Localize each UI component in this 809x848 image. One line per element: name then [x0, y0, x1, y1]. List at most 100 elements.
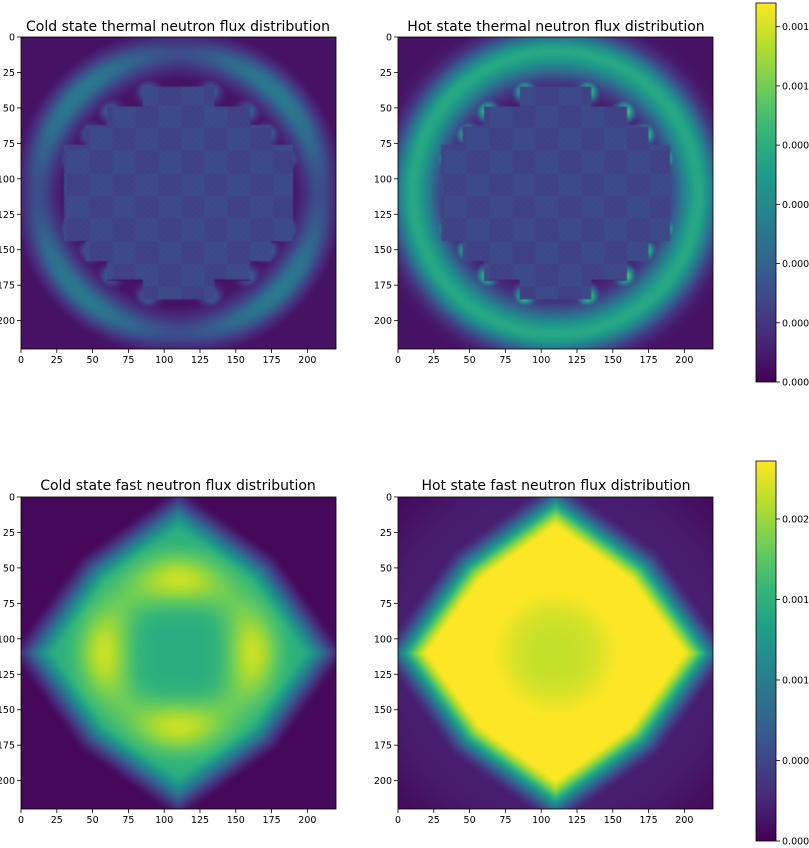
x-tick-label: 150 — [604, 815, 622, 826]
y-tick-label: 25 — [3, 528, 15, 539]
hot-thermal-panel: Hot state thermal neutron flux distribut… — [374, 19, 714, 367]
x-tick-label: 125 — [191, 815, 209, 826]
colorbar-tick-label: 0.0005 — [782, 756, 809, 767]
x-tick-label: 25 — [51, 815, 63, 826]
x-tick-label: 125 — [191, 355, 209, 366]
y-tick-label: 0 — [386, 33, 392, 44]
y-tick-label: 25 — [380, 68, 392, 79]
x-tick-label: 50 — [464, 355, 476, 366]
colorbar-tick-label: 0.0020 — [782, 514, 809, 525]
cold-fast-ticks: 0 25 50 75 100 125 150 175 200 0 25 50 75 100 125 150 17… — [0, 493, 316, 827]
x-tick-label: 175 — [639, 355, 657, 366]
x-tick-label: 200 — [298, 355, 316, 366]
y-tick-label: 100 — [374, 634, 392, 645]
y-tick-label: 150 — [0, 245, 15, 256]
cold-fast-axes-frame — [20, 496, 337, 810]
y-tick-label: 125 — [374, 210, 392, 221]
hot-fast-ticks: 0 25 50 75 100 125 150 175 200 0 25 50 75 100 125 150 17… — [374, 493, 694, 827]
y-tick-label: 100 — [374, 174, 392, 185]
x-tick-label: 200 — [675, 815, 693, 826]
y-tick-label: 50 — [3, 563, 15, 574]
x-tick-label: 75 — [122, 355, 134, 366]
x-tick-label: 175 — [262, 355, 280, 366]
cold-fast-panel: Cold state fast neutron flux distributio… — [0, 478, 337, 827]
y-tick-label: 175 — [374, 741, 392, 752]
x-tick-label: 150 — [227, 815, 245, 826]
colorbar-tick-label: 0.0004 — [782, 259, 809, 270]
y-tick-label: 50 — [380, 563, 392, 574]
x-tick-label: 100 — [532, 355, 550, 366]
cold-thermal-ticks: 0 25 50 75 100 125 150 175 200 0 25 50 75 100 125 150 17… — [0, 33, 316, 367]
y-tick-label: 125 — [0, 670, 15, 681]
y-tick-label: 200 — [374, 316, 392, 327]
y-tick-label: 75 — [3, 139, 15, 150]
hot-fast-title: Hot state fast neutron flux distribution — [421, 478, 690, 494]
y-tick-label: 200 — [374, 776, 392, 787]
cold-fast-title: Cold state fast neutron flux distributio… — [40, 478, 316, 494]
colorbar-tick-label: 0.0006 — [782, 200, 809, 211]
hot-thermal-heatmap — [398, 37, 713, 349]
x-tick-label: 75 — [499, 355, 511, 366]
x-tick-label: 100 — [532, 815, 550, 826]
x-tick-label: 125 — [568, 355, 586, 366]
hot-fast-heatmap — [398, 497, 713, 809]
fast-colorbar-frame — [755, 460, 777, 842]
x-tick-label: 50 — [464, 815, 476, 826]
y-tick-label: 150 — [374, 245, 392, 256]
y-tick-label: 25 — [3, 68, 15, 79]
y-tick-label: 100 — [0, 634, 15, 645]
x-tick-label: 200 — [675, 355, 693, 366]
x-tick-label: 0 — [395, 815, 401, 826]
y-tick-label: 0 — [9, 33, 15, 44]
y-tick-label: 125 — [0, 210, 15, 221]
y-tick-label: 200 — [0, 776, 15, 787]
y-tick-label: 175 — [374, 281, 392, 292]
fast-colorbar-fill — [756, 461, 776, 841]
y-tick-label: 175 — [0, 281, 15, 292]
hot-fast-axes-frame — [397, 496, 714, 810]
x-tick-label: 0 — [395, 355, 401, 366]
cold-thermal-panel: Cold state thermal neutron flux distribu… — [0, 19, 337, 367]
thermal-colorbar-frame — [755, 2, 777, 383]
x-tick-label: 150 — [227, 355, 245, 366]
x-tick-label: 25 — [51, 355, 63, 366]
hot-thermal-axes-frame — [397, 36, 714, 350]
y-tick-label: 50 — [380, 103, 392, 114]
y-tick-label: 150 — [374, 705, 392, 716]
y-tick-label: 200 — [0, 316, 15, 327]
x-tick-label: 25 — [428, 815, 440, 826]
x-tick-label: 0 — [18, 815, 24, 826]
y-tick-label: 50 — [3, 103, 15, 114]
x-tick-label: 150 — [604, 355, 622, 366]
cold-fast-heatmap — [21, 497, 336, 809]
x-tick-label: 175 — [639, 815, 657, 826]
x-tick-label: 50 — [87, 355, 99, 366]
x-tick-label: 100 — [155, 815, 173, 826]
colorbar-tick-label: 0.0015 — [782, 595, 809, 606]
thermal-colorbar-fill — [756, 3, 776, 382]
x-tick-label: 125 — [568, 815, 586, 826]
x-tick-label: 200 — [298, 815, 316, 826]
cold-thermal-title: Cold state thermal neutron flux distribu… — [26, 19, 330, 35]
colorbar-tick-label: 0.0008 — [782, 141, 809, 152]
hot-fast-panel: Hot state fast neutron flux distribution… — [374, 478, 714, 827]
y-tick-label: 25 — [380, 528, 392, 539]
y-tick-label: 100 — [0, 174, 15, 185]
x-tick-label: 0 — [18, 355, 24, 366]
hot-thermal-title: Hot state thermal neutron flux distribut… — [407, 19, 704, 35]
y-tick-label: 0 — [9, 493, 15, 504]
x-tick-label: 75 — [122, 815, 134, 826]
cold-thermal-axes-frame — [20, 36, 337, 350]
hot-thermal-ticks: 0 25 50 75 100 125 150 175 200 0 25 50 75 100 125 150 17… — [374, 33, 694, 367]
